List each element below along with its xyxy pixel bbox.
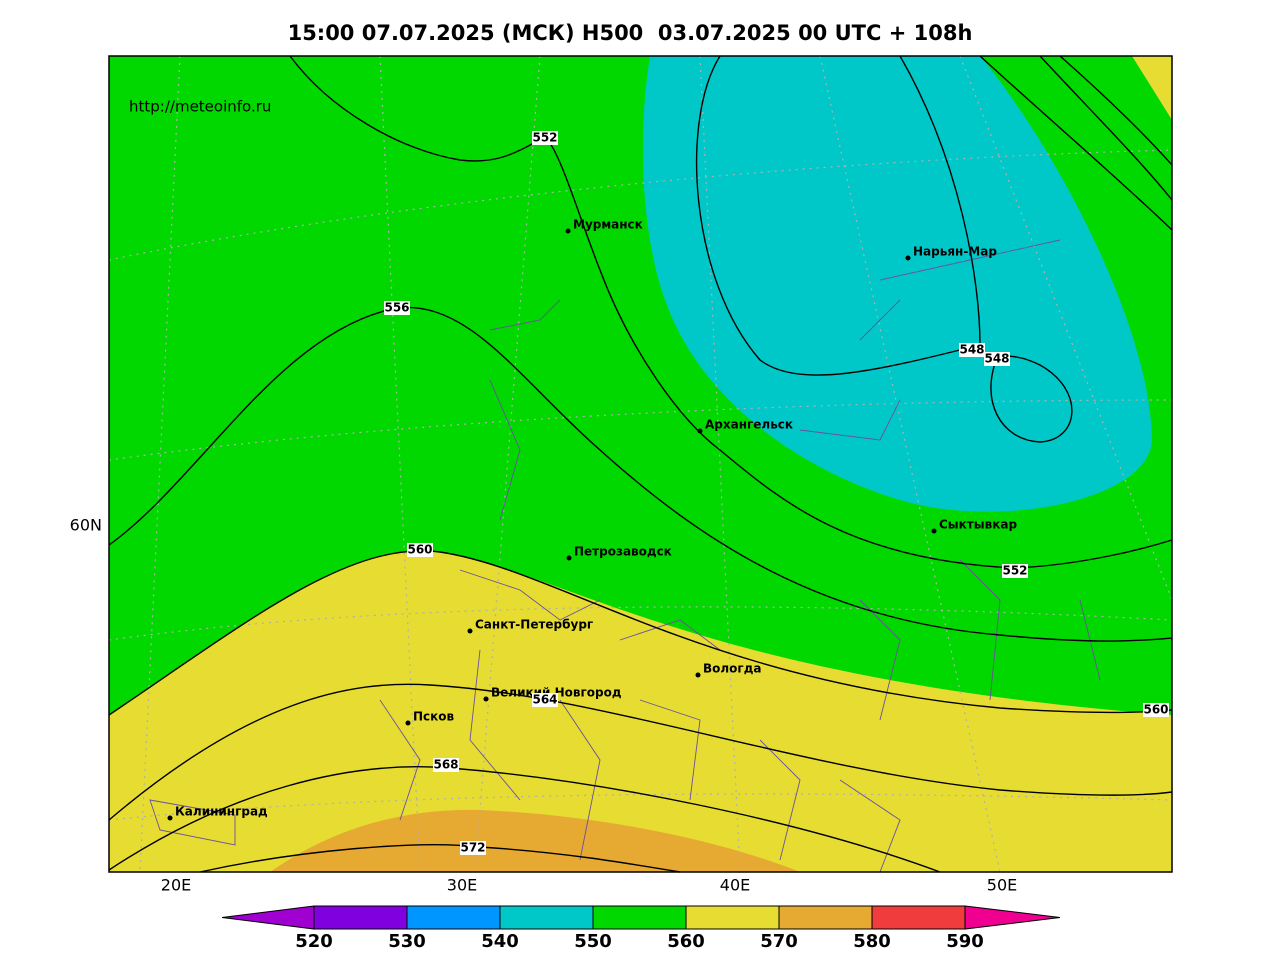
city-dot [565, 228, 571, 234]
city-label: Санкт-Петербург [475, 618, 593, 632]
city-dot [695, 672, 701, 678]
city-label: Нарьян-Мар [913, 245, 997, 259]
colorbar-segment [871, 905, 966, 930]
contour-label: 560 [407, 543, 432, 557]
colorbar-label: 540 [481, 931, 519, 952]
city-dot [467, 628, 473, 634]
city-dot [483, 696, 489, 702]
longitude-label: 30E [447, 876, 477, 895]
longitude-label: 50E [987, 876, 1017, 895]
city-label: Петрозаводск [574, 545, 672, 559]
longitude-label: 40E [720, 876, 750, 895]
map-frame [108, 55, 1173, 873]
city-label: Архангельск [705, 418, 793, 432]
colorbar-segment [499, 905, 594, 930]
city-dot [905, 255, 911, 261]
contour-label-bg [959, 343, 985, 357]
city-label: Мурманск [573, 218, 643, 232]
contour-label-bg [407, 543, 433, 557]
colorbar-segment [778, 905, 873, 930]
longitude-label: 20E [161, 876, 191, 895]
colorbar-segment [313, 905, 408, 930]
colorbar-segment [592, 905, 687, 930]
contour-label-bg [532, 131, 558, 145]
field-560-corner [1132, 56, 1172, 120]
colorbar-label: 590 [946, 931, 984, 952]
contour-label-bg [433, 758, 459, 772]
colorbar-label: 520 [295, 931, 333, 952]
city-label: Сыктывкар [939, 518, 1017, 532]
contour-label: 568 [433, 758, 458, 772]
colorbar-segment [685, 905, 780, 930]
contour-label: 552 [532, 131, 557, 145]
contour-label-bg [984, 352, 1010, 366]
contour-label: 560 [1143, 703, 1168, 717]
city-label: Вологда [703, 662, 761, 676]
colorbar-label: 550 [574, 931, 612, 952]
city-label: Калининград [175, 805, 268, 819]
source-url: http://meteoinfo.ru [129, 98, 271, 116]
borders [149, 239, 1101, 873]
contour-label: 556 [384, 301, 409, 315]
contour-label: 548 [984, 352, 1009, 366]
colorbar-label: 580 [853, 931, 891, 952]
city-label: Великий Новгород [491, 686, 622, 700]
contour-label-bg [532, 693, 558, 707]
city-dot [566, 555, 572, 561]
city-dot [167, 815, 173, 821]
field-540 [642, 56, 1152, 512]
city-dot [931, 528, 937, 534]
map: http://meteoinfo.ru [108, 55, 1173, 873]
contour-label-bg [460, 841, 486, 855]
contours [108, 55, 1173, 873]
colorbar-label: 560 [667, 931, 705, 952]
field-570 [270, 809, 800, 872]
contour-label-bg [384, 301, 410, 315]
colorbar-segment [406, 905, 501, 930]
latitude-label: 60N [70, 516, 102, 535]
title: 15:00 07.07.2025 (МСК) H500 03.07.2025 0… [288, 21, 973, 45]
contour-label: 564 [532, 693, 557, 707]
contour-label-bg [1143, 703, 1169, 717]
colorbar-extend-high [964, 905, 1061, 930]
contour-label-bg [1002, 564, 1028, 578]
colorbar-extend-low [221, 905, 315, 930]
contour-label: 552 [1002, 564, 1027, 578]
contour-label: 548 [959, 343, 984, 357]
colorbar-label: 530 [388, 931, 426, 952]
city-dot [697, 428, 703, 434]
contour-label: 572 [460, 841, 485, 855]
city-label: Псков [413, 710, 455, 724]
field-560 [109, 550, 1172, 872]
city-dot [405, 720, 411, 726]
colorbar-label: 570 [760, 931, 798, 952]
